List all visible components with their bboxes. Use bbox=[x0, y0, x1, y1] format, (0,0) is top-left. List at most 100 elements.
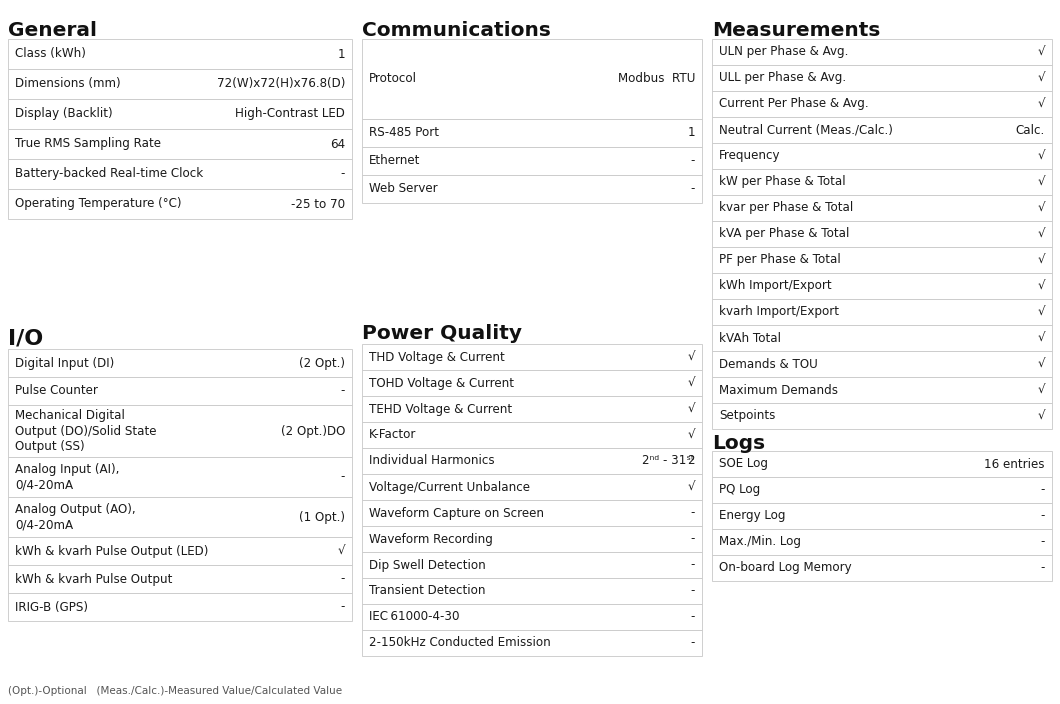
Text: Energy Log: Energy Log bbox=[719, 510, 785, 522]
Bar bbox=[712, 247, 1052, 273]
Text: Digital Input (DI): Digital Input (DI) bbox=[15, 356, 114, 370]
Text: Protocol: Protocol bbox=[369, 73, 417, 85]
Text: -: - bbox=[1041, 562, 1045, 574]
Text: kWh & kvarh Pulse Output: kWh & kvarh Pulse Output bbox=[15, 572, 173, 586]
Text: Battery-backed Real-time Clock: Battery-backed Real-time Clock bbox=[15, 168, 204, 180]
Text: IRIG-B (GPS): IRIG-B (GPS) bbox=[15, 601, 88, 613]
Text: Class (kWh): Class (kWh) bbox=[15, 47, 86, 61]
Text: 2-150kHz Conducted Emission: 2-150kHz Conducted Emission bbox=[369, 636, 551, 650]
Text: kvar per Phase & Total: kvar per Phase & Total bbox=[719, 201, 853, 215]
Bar bbox=[712, 143, 1052, 169]
Text: -25 to 70: -25 to 70 bbox=[290, 198, 344, 210]
Text: IEC 61000-4-30: IEC 61000-4-30 bbox=[369, 610, 459, 624]
Text: Display (Backlit): Display (Backlit) bbox=[15, 108, 112, 120]
Bar bbox=[8, 129, 352, 159]
Bar bbox=[8, 159, 352, 189]
Text: Logs: Logs bbox=[712, 434, 765, 453]
Text: High-Contrast LED: High-Contrast LED bbox=[235, 108, 344, 120]
Bar bbox=[8, 497, 352, 537]
Text: Neutral Current (Meas./Calc.): Neutral Current (Meas./Calc.) bbox=[719, 123, 893, 137]
Text: 1: 1 bbox=[337, 47, 344, 61]
Text: ULN per Phase & Avg.: ULN per Phase & Avg. bbox=[719, 46, 848, 58]
Text: (2 Opt.)DO: (2 Opt.)DO bbox=[281, 425, 344, 437]
Text: -: - bbox=[691, 154, 695, 168]
Text: THD Voltage & Current: THD Voltage & Current bbox=[369, 351, 505, 363]
Text: Frequency: Frequency bbox=[719, 149, 780, 163]
Text: √: √ bbox=[1038, 97, 1045, 111]
Bar bbox=[363, 500, 702, 526]
Text: kWh Import/Export: kWh Import/Export bbox=[719, 279, 832, 292]
Text: (Opt.)-Optional   (Meas./Calc.)-Measured Value/Calculated Value: (Opt.)-Optional (Meas./Calc.)-Measured V… bbox=[8, 686, 342, 696]
Bar bbox=[712, 169, 1052, 195]
Text: Individual Harmonics: Individual Harmonics bbox=[369, 455, 495, 467]
Bar bbox=[8, 457, 352, 497]
Bar bbox=[8, 537, 352, 565]
Text: Calc.: Calc. bbox=[1015, 123, 1045, 137]
Bar bbox=[363, 448, 702, 474]
Text: Operating Temperature (°C): Operating Temperature (°C) bbox=[15, 198, 181, 210]
Text: (2 Opt.): (2 Opt.) bbox=[299, 356, 344, 370]
Bar bbox=[363, 578, 702, 604]
Text: ULL per Phase & Avg.: ULL per Phase & Avg. bbox=[719, 72, 846, 84]
Bar bbox=[8, 377, 352, 405]
Text: Demands & TOU: Demands & TOU bbox=[719, 358, 817, 370]
Text: √: √ bbox=[1038, 358, 1045, 370]
Text: Waveform Capture on Screen: Waveform Capture on Screen bbox=[369, 506, 544, 520]
Text: 2: 2 bbox=[687, 455, 695, 467]
Bar bbox=[712, 503, 1052, 529]
Text: √: √ bbox=[1038, 410, 1045, 422]
Text: On-board Log Memory: On-board Log Memory bbox=[719, 562, 851, 574]
Text: Power Quality: Power Quality bbox=[363, 324, 522, 343]
Text: kW per Phase & Total: kW per Phase & Total bbox=[719, 175, 846, 189]
Text: Analog Input (AI),
0/4-20mA: Analog Input (AI), 0/4-20mA bbox=[15, 463, 120, 491]
Bar bbox=[363, 474, 702, 500]
Text: Voltage/Current Unbalance: Voltage/Current Unbalance bbox=[369, 481, 530, 494]
Bar bbox=[363, 370, 702, 396]
Text: SOE Log: SOE Log bbox=[719, 458, 768, 470]
Text: -: - bbox=[340, 168, 344, 180]
Text: (1 Opt.): (1 Opt.) bbox=[299, 510, 344, 524]
Text: I/O: I/O bbox=[8, 329, 43, 349]
Text: Max./Min. Log: Max./Min. Log bbox=[719, 536, 801, 548]
Text: General: General bbox=[8, 21, 98, 40]
Bar bbox=[712, 299, 1052, 325]
Text: kWh & kvarh Pulse Output (LED): kWh & kvarh Pulse Output (LED) bbox=[15, 544, 209, 558]
Text: √: √ bbox=[1038, 149, 1045, 163]
Bar bbox=[712, 477, 1052, 503]
Text: kVAh Total: kVAh Total bbox=[719, 332, 781, 344]
Text: √: √ bbox=[1038, 332, 1045, 344]
Bar bbox=[363, 344, 702, 370]
Text: PF per Phase & Total: PF per Phase & Total bbox=[719, 253, 841, 267]
Bar bbox=[363, 119, 702, 147]
Bar bbox=[712, 377, 1052, 403]
Text: Mechanical Digital
Output (DO)/Solid State
Output (SS): Mechanical Digital Output (DO)/Solid Sta… bbox=[15, 409, 157, 453]
Text: Waveform Recording: Waveform Recording bbox=[369, 532, 493, 546]
Bar bbox=[712, 221, 1052, 247]
Bar bbox=[712, 195, 1052, 221]
Bar bbox=[712, 39, 1052, 65]
Text: 16 entries: 16 entries bbox=[985, 458, 1045, 470]
Bar bbox=[712, 555, 1052, 581]
Text: Pulse Counter: Pulse Counter bbox=[15, 384, 98, 398]
Text: √: √ bbox=[1038, 227, 1045, 241]
Text: 2ⁿᵈ - 31ˢᵗ: 2ⁿᵈ - 31ˢᵗ bbox=[642, 455, 695, 467]
Text: Analog Output (AO),
0/4-20mA: Analog Output (AO), 0/4-20mA bbox=[15, 503, 136, 532]
Text: √: √ bbox=[1038, 384, 1045, 396]
Text: -: - bbox=[691, 532, 695, 546]
Text: Dip Swell Detection: Dip Swell Detection bbox=[369, 558, 485, 572]
Bar bbox=[8, 349, 352, 377]
Text: Setpoints: Setpoints bbox=[719, 410, 775, 422]
Text: -: - bbox=[691, 636, 695, 650]
Text: TEHD Voltage & Current: TEHD Voltage & Current bbox=[369, 403, 512, 415]
Bar bbox=[8, 405, 352, 457]
Text: 1: 1 bbox=[687, 127, 695, 139]
Text: Modbus  RTU: Modbus RTU bbox=[618, 73, 695, 85]
Bar bbox=[712, 65, 1052, 91]
Bar bbox=[8, 99, 352, 129]
Bar bbox=[363, 175, 702, 203]
Text: Measurements: Measurements bbox=[712, 21, 881, 40]
Bar bbox=[363, 552, 702, 578]
Text: √: √ bbox=[1038, 279, 1045, 292]
Text: Communications: Communications bbox=[363, 21, 551, 40]
Bar bbox=[363, 396, 702, 422]
